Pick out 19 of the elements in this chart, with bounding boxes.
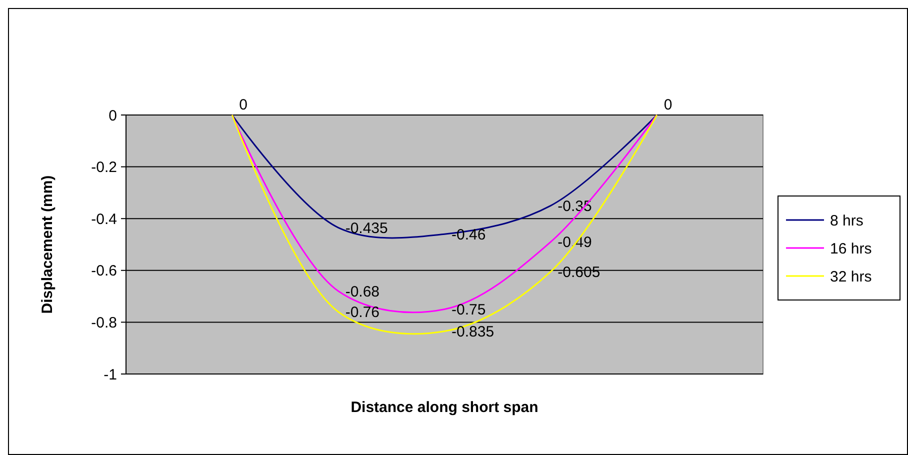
data-label: 0 xyxy=(664,96,672,114)
data-label: 0 xyxy=(239,96,248,114)
data-label: -0.835 xyxy=(452,324,494,341)
data-label: -0.435 xyxy=(345,220,388,237)
y-tick-label: 0 xyxy=(108,107,117,124)
data-label: -0.46 xyxy=(452,226,486,244)
y-axis-title: Displacement (mm) xyxy=(39,175,56,314)
data-label: -0.68 xyxy=(345,283,380,300)
y-tick-label: -1 xyxy=(104,366,117,384)
legend-label: 16 hrs xyxy=(830,240,872,258)
y-tick-label: -0.2 xyxy=(91,159,117,176)
data-label: -0.76 xyxy=(345,304,380,322)
data-label: -0.75 xyxy=(452,302,486,318)
y-tick-label: -0.8 xyxy=(91,314,117,332)
y-tick-label: -0.4 xyxy=(91,210,117,228)
y-tick-label: -0.6 xyxy=(91,262,117,280)
x-axis-title: Distance along short span xyxy=(350,399,538,416)
legend-label: 8 hrs xyxy=(830,212,864,230)
legend-label: 32 hrs xyxy=(830,268,872,286)
